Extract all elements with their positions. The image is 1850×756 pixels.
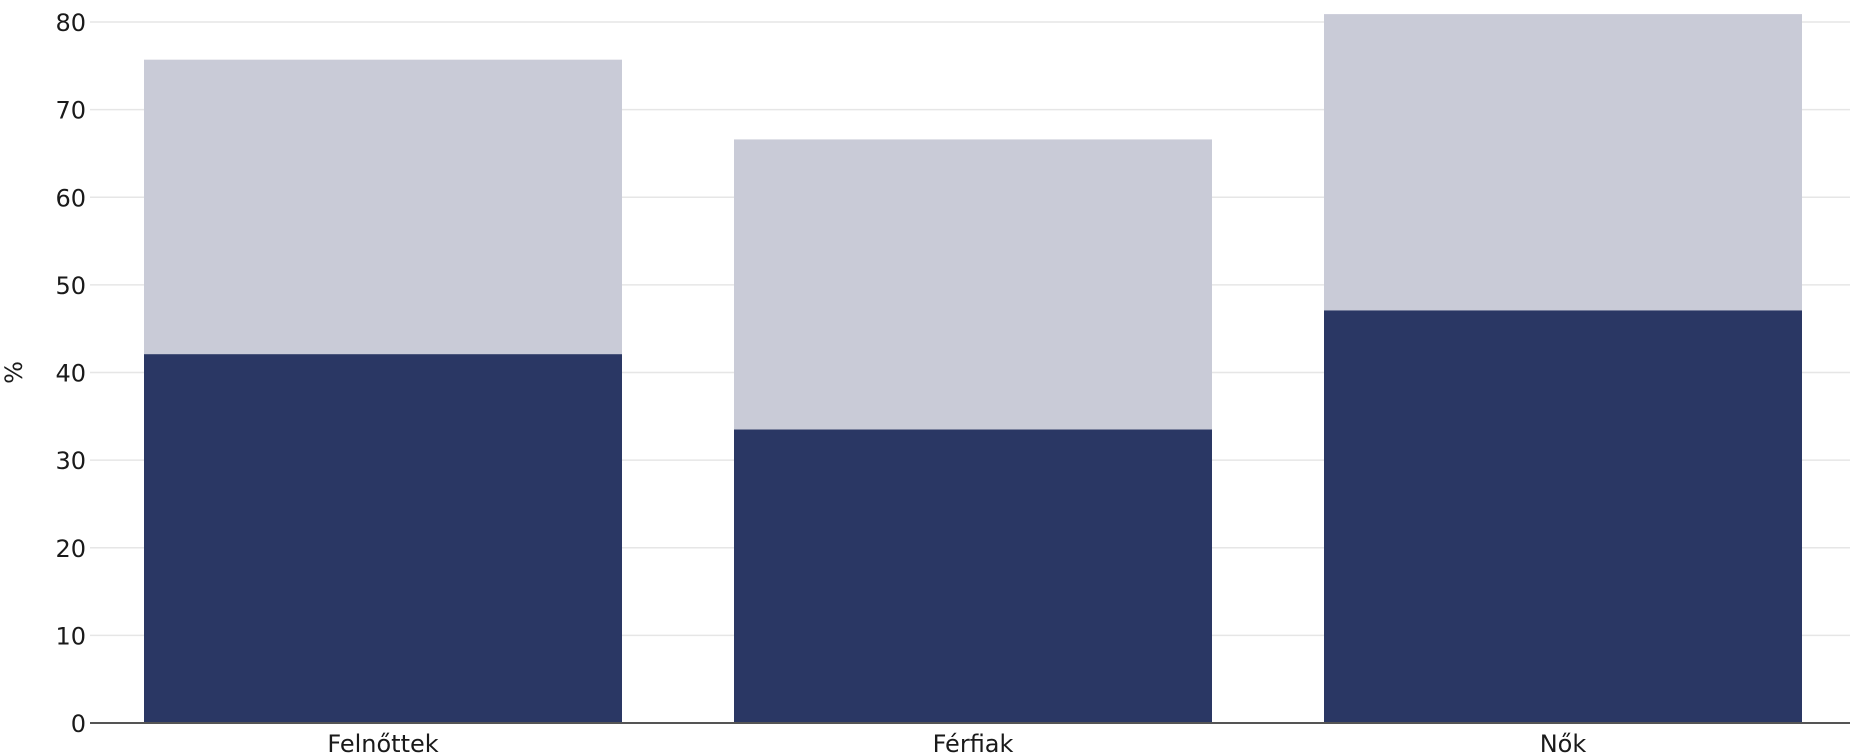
y-tick-label: 50 <box>55 272 86 300</box>
y-tick-label: 60 <box>55 184 86 212</box>
bar-segment-upper <box>1324 14 1802 311</box>
y-axis-title: % <box>0 361 28 384</box>
y-tick-label: 70 <box>55 97 86 125</box>
x-category-label: Felnőttek <box>327 730 438 756</box>
y-tick-label: 80 <box>55 9 86 37</box>
y-tick-label: 20 <box>55 535 86 563</box>
bar-segment-lower <box>1324 310 1802 723</box>
y-tick-label: 10 <box>55 622 86 650</box>
x-category-label: Nők <box>1540 730 1587 756</box>
y-tick-label: 0 <box>71 710 86 738</box>
bars <box>144 14 1802 723</box>
y-tick-label: 40 <box>55 360 86 388</box>
bar-segment-upper <box>144 59 622 355</box>
x-category-label: Férfiak <box>933 730 1014 756</box>
bar-segment-lower <box>734 429 1212 723</box>
bar-segment-upper <box>734 139 1212 430</box>
axes: 0 10 20 30 40 50 60 70 80 Felnőttek Férfiak Nők <box>55 9 1850 756</box>
y-tick-label: 30 <box>55 447 86 475</box>
bar-segment-lower <box>144 354 622 723</box>
